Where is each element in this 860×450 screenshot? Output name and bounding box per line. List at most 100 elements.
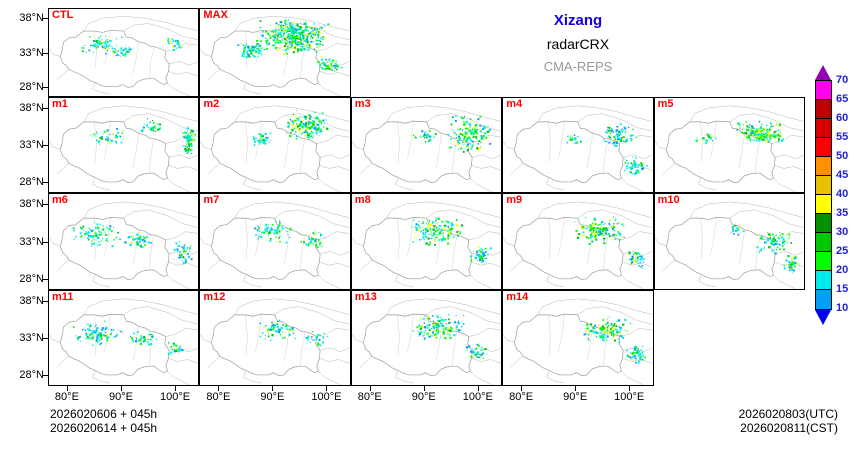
colorbar-segment	[816, 214, 831, 233]
tibet-boundary	[49, 201, 199, 289]
panel-m14: m14	[502, 290, 654, 386]
radar-echoes	[412, 314, 488, 359]
lon-tick	[120, 386, 122, 391]
colorbar-tick-label: 20	[836, 264, 849, 276]
radar-echoes	[252, 110, 329, 146]
panel-label: m9	[506, 194, 523, 206]
lat-tick-label: 38°N	[19, 12, 44, 25]
radar-echoes	[254, 220, 326, 249]
lat-tick	[43, 86, 48, 88]
colorbar-segment	[816, 157, 831, 176]
panel-m6: m6	[48, 193, 200, 290]
panel-m13: m13	[350, 290, 503, 386]
colorbar	[815, 80, 832, 310]
colorbar-segment	[816, 119, 831, 138]
radar-echoes	[81, 35, 184, 58]
colorbar-tick-label: 35	[836, 207, 849, 219]
panel-ctl: CTL	[48, 8, 200, 97]
lon-tick	[326, 386, 328, 391]
radar-echoes	[237, 19, 343, 72]
map-svg	[654, 201, 804, 289]
panel-label: m14	[506, 291, 529, 303]
colorbar-segment	[816, 100, 831, 119]
map-svg	[503, 105, 653, 192]
title-block: Xizang radarCRX CMA-REPS	[350, 12, 806, 74]
radar-echoes	[72, 320, 184, 355]
panel-label: m8	[354, 194, 371, 206]
colorbar-arrow-up-icon	[815, 65, 831, 80]
map-svg	[351, 201, 502, 289]
lat-tick	[43, 278, 48, 280]
panel-m7: m7	[199, 193, 351, 290]
lon-tick	[66, 386, 68, 391]
lat-tick-label: 33°N	[19, 332, 44, 344]
panel-m1: m1	[48, 97, 200, 193]
panel-label: m1	[52, 98, 68, 110]
tibet-boundary	[49, 298, 199, 385]
lon-tick-label: 80°E	[357, 391, 382, 403]
lat-tick	[43, 301, 48, 303]
system-title: CMA-REPS	[543, 59, 613, 74]
colorbar-segment	[816, 138, 831, 157]
lon-tick-label: 100°E	[159, 391, 191, 403]
tibet-boundary	[654, 105, 804, 192]
map-svg	[654, 105, 804, 192]
radar-echoes	[72, 222, 193, 264]
init-time-utc: 2026020606 + 045h	[50, 407, 158, 421]
lat-tick	[43, 18, 48, 20]
radar-echoes	[729, 224, 800, 274]
lat-tick	[43, 338, 48, 339]
map-svg	[200, 201, 350, 289]
panel-m3: m3	[350, 97, 503, 193]
valid-time-cst: 2026020811(CST)	[740, 421, 838, 435]
lat-tick-label: 28°N	[19, 272, 44, 285]
lon-tick-label: 90°E	[411, 391, 436, 403]
lat-tick	[43, 204, 48, 206]
lon-tick-label: 90°E	[563, 391, 588, 403]
lat-tick-label: 28°N	[19, 80, 44, 93]
valid-time-utc: 2026020803(UTC)	[738, 407, 838, 421]
lat-tick	[43, 181, 48, 183]
tibet-boundary	[49, 105, 199, 192]
colorbar-segment	[816, 176, 831, 195]
lon-tick-label: 100°E	[462, 391, 493, 403]
lat-tick-label: 28°N	[19, 368, 44, 381]
radar-echoes	[695, 120, 784, 145]
lon-tick	[423, 386, 425, 391]
map-svg	[200, 105, 350, 192]
lat-tick	[43, 374, 48, 376]
lon-tick	[477, 386, 479, 391]
tibet-boundary	[503, 201, 653, 289]
init-time-cst: 2026020614 + 045h	[50, 421, 158, 435]
lon-tick-label: 100°E	[311, 391, 342, 403]
panel-label: m12	[203, 291, 226, 303]
tibet-boundary	[49, 15, 199, 96]
panel-m2: m2	[199, 97, 351, 193]
lon-tick-label: 100°E	[614, 391, 645, 403]
init-time-block: 2026020606 + 045h 2026020614 + 045h	[50, 407, 157, 435]
lon-tick	[218, 386, 220, 391]
region-title: Xizang	[553, 12, 603, 29]
colorbar-segment	[816, 252, 831, 271]
panel-label: m10	[657, 194, 680, 206]
map-svg	[200, 298, 350, 385]
colorbar-tick-label: 10	[836, 302, 849, 314]
colorbar-tick-label: 70	[836, 74, 849, 86]
colorbar-segment	[816, 81, 831, 100]
radar-echoes	[574, 216, 645, 269]
tibet-boundary	[351, 201, 502, 289]
tibet-boundary	[503, 105, 653, 192]
map-svg	[49, 15, 199, 96]
map-svg	[49, 298, 199, 385]
panel-label: m13	[354, 291, 377, 303]
lon-tick-label: 80°E	[509, 391, 534, 403]
lat-tick-label: 38°N	[19, 198, 44, 211]
panel-label: m4	[506, 98, 523, 110]
panel-m8: m8	[350, 193, 503, 290]
valid-time-block: 2026020803(UTC) 2026020811(CST)	[739, 407, 838, 435]
tibet-boundary	[200, 105, 350, 192]
lon-tick	[369, 386, 371, 391]
panel-label: m2	[203, 98, 220, 110]
colorbar-tick-label: 40	[836, 188, 849, 200]
colorbar-tick-label: 30	[836, 226, 849, 238]
